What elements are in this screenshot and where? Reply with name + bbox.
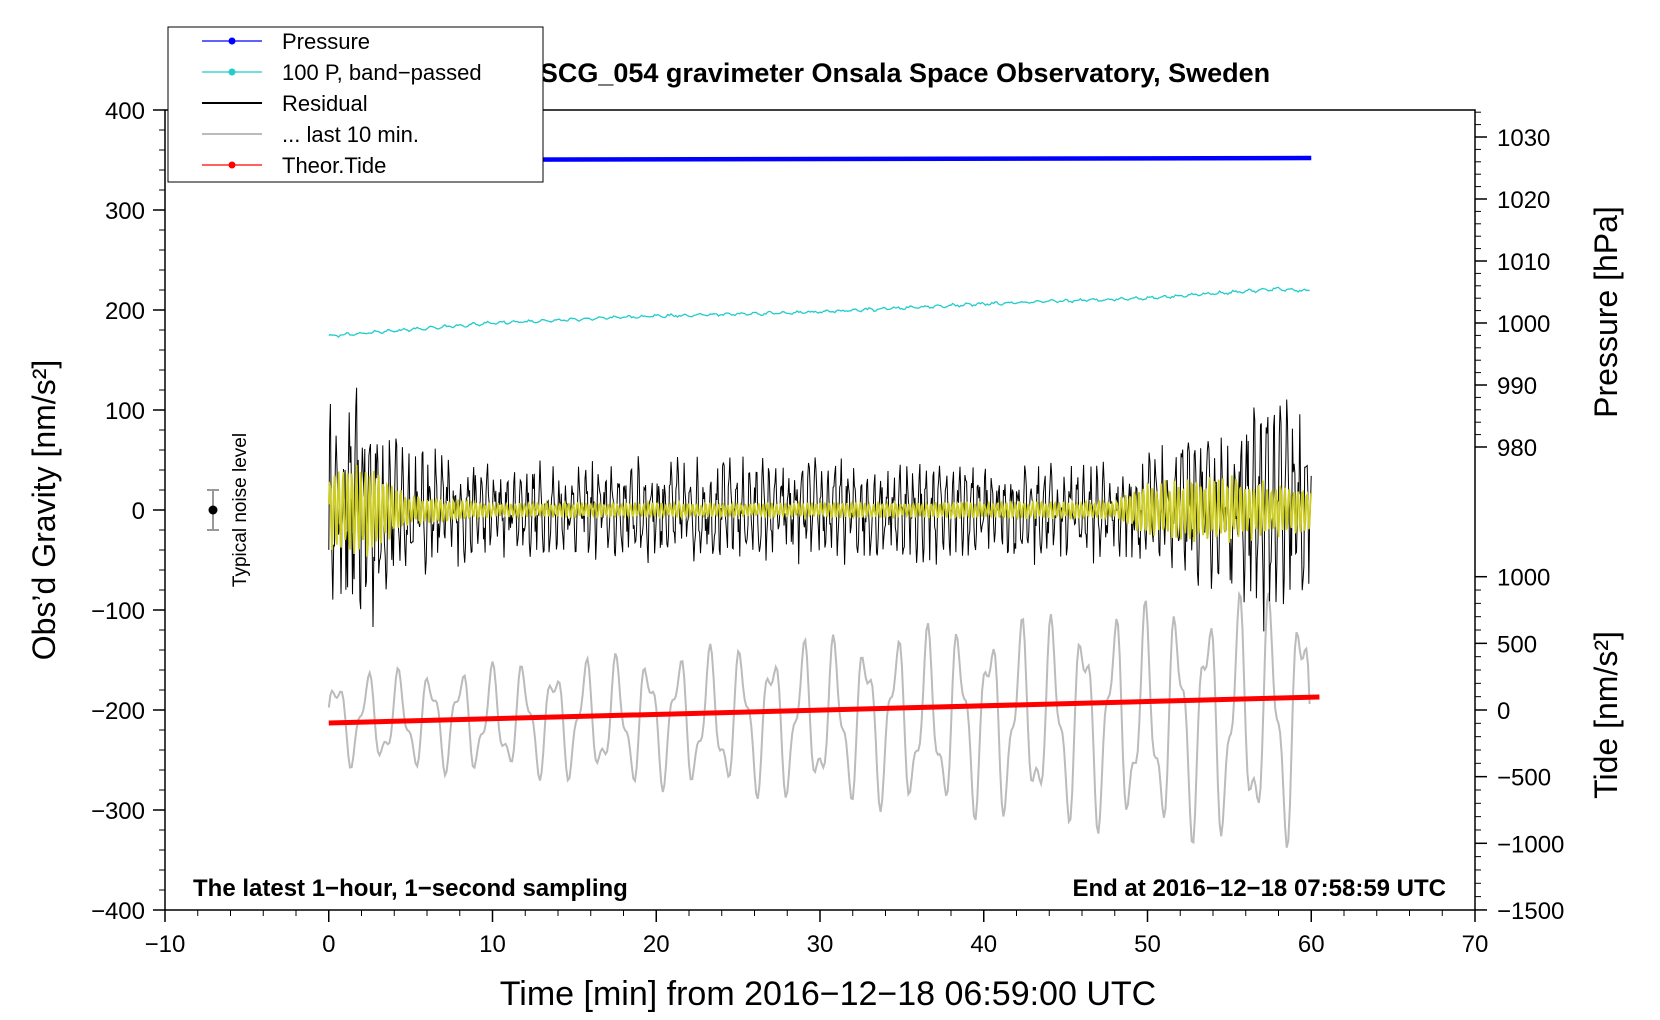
x-axis-label: Time [min] from 2016−12−18 06:59:00 UTC [500,975,1156,1013]
tide-tick-label: −500 [1497,765,1551,792]
legend-label: Pressure [282,29,370,54]
band-passed-series-line [328,286,1310,339]
annotation-right: End at 2016−12−18 07:58:59 UTC [1072,875,1446,902]
legend-marker [228,37,236,45]
noise-bar-label: Typical noise level [230,433,251,587]
y-left-tick-label: −400 [91,898,145,925]
legend-label: 100 P, band−passed [282,60,482,85]
legend: Pressure 100 P, band−passed Residual ... la… [167,26,544,183]
last-10-min-series-line [327,590,1311,848]
y-left-tick-label: −200 [91,698,145,725]
chart-title: SCG_054 gravimeter Onsala Space Observat… [540,58,1270,88]
pressure-tick-label: 1030 [1497,125,1550,152]
pressure-tick-label: 1020 [1497,187,1550,214]
legend-label: Theor.Tide [282,153,386,178]
pressure-tick-label: 990 [1497,373,1537,400]
y-axis-label-pressure: Pressure [hPa] [1588,206,1624,418]
pressure-tick-label: 980 [1497,435,1537,462]
pressure-tick-label: 1000 [1497,311,1550,338]
y-left-tick-label: 300 [105,198,145,225]
axes-layer: −10 0 10 20 30 40 50 60 704003002001000−100−200−… [91,98,1564,958]
y-left-tick-label: 0 [132,498,145,525]
x-tick-label: 20 [643,931,670,958]
x-tick-label: 10 [479,931,506,958]
legend-label: ... last 10 min. [282,122,419,147]
tide-tick-label: 500 [1497,631,1537,658]
y-left-tick-label: −300 [91,798,145,825]
x-tick-label: 50 [1134,931,1161,958]
y-left-tick-label: 100 [105,398,145,425]
x-tick-label: 30 [807,931,834,958]
legend-marker [228,161,236,169]
legend-box [167,26,544,183]
tide-tick-label: 0 [1497,698,1510,725]
y-axis-label-left: Obs’d Gravity [nm/s²] [26,360,62,661]
x-tick-label: 0 [322,931,335,958]
y-left-tick-label: 400 [105,98,145,125]
x-tick-label: 40 [970,931,997,958]
noise-bar: Typical noise level [207,433,251,587]
x-tick-label: 70 [1462,931,1489,958]
y-left-tick-label: −100 [91,598,145,625]
tide-tick-label: 1000 [1497,565,1550,592]
legend-label: Residual [282,91,368,116]
x-tick-label: −10 [145,931,186,958]
y-left-tick-label: 200 [105,298,145,325]
tide-tick-label: −1000 [1497,831,1564,858]
residual-smoothed-series-line [327,464,1313,557]
tide-tick-label: −1500 [1497,898,1564,925]
y-axis-label-tide: Tide [nm/s²] [1588,631,1624,799]
data-layer [327,155,1320,848]
noise-bar-dot [208,505,218,515]
tide-series-line [328,694,1320,726]
annotation-left: The latest 1−hour, 1−second sampling [193,875,628,902]
pressure-tick-label: 1010 [1497,249,1550,276]
x-tick-label: 60 [1298,931,1325,958]
legend-marker [228,68,236,76]
